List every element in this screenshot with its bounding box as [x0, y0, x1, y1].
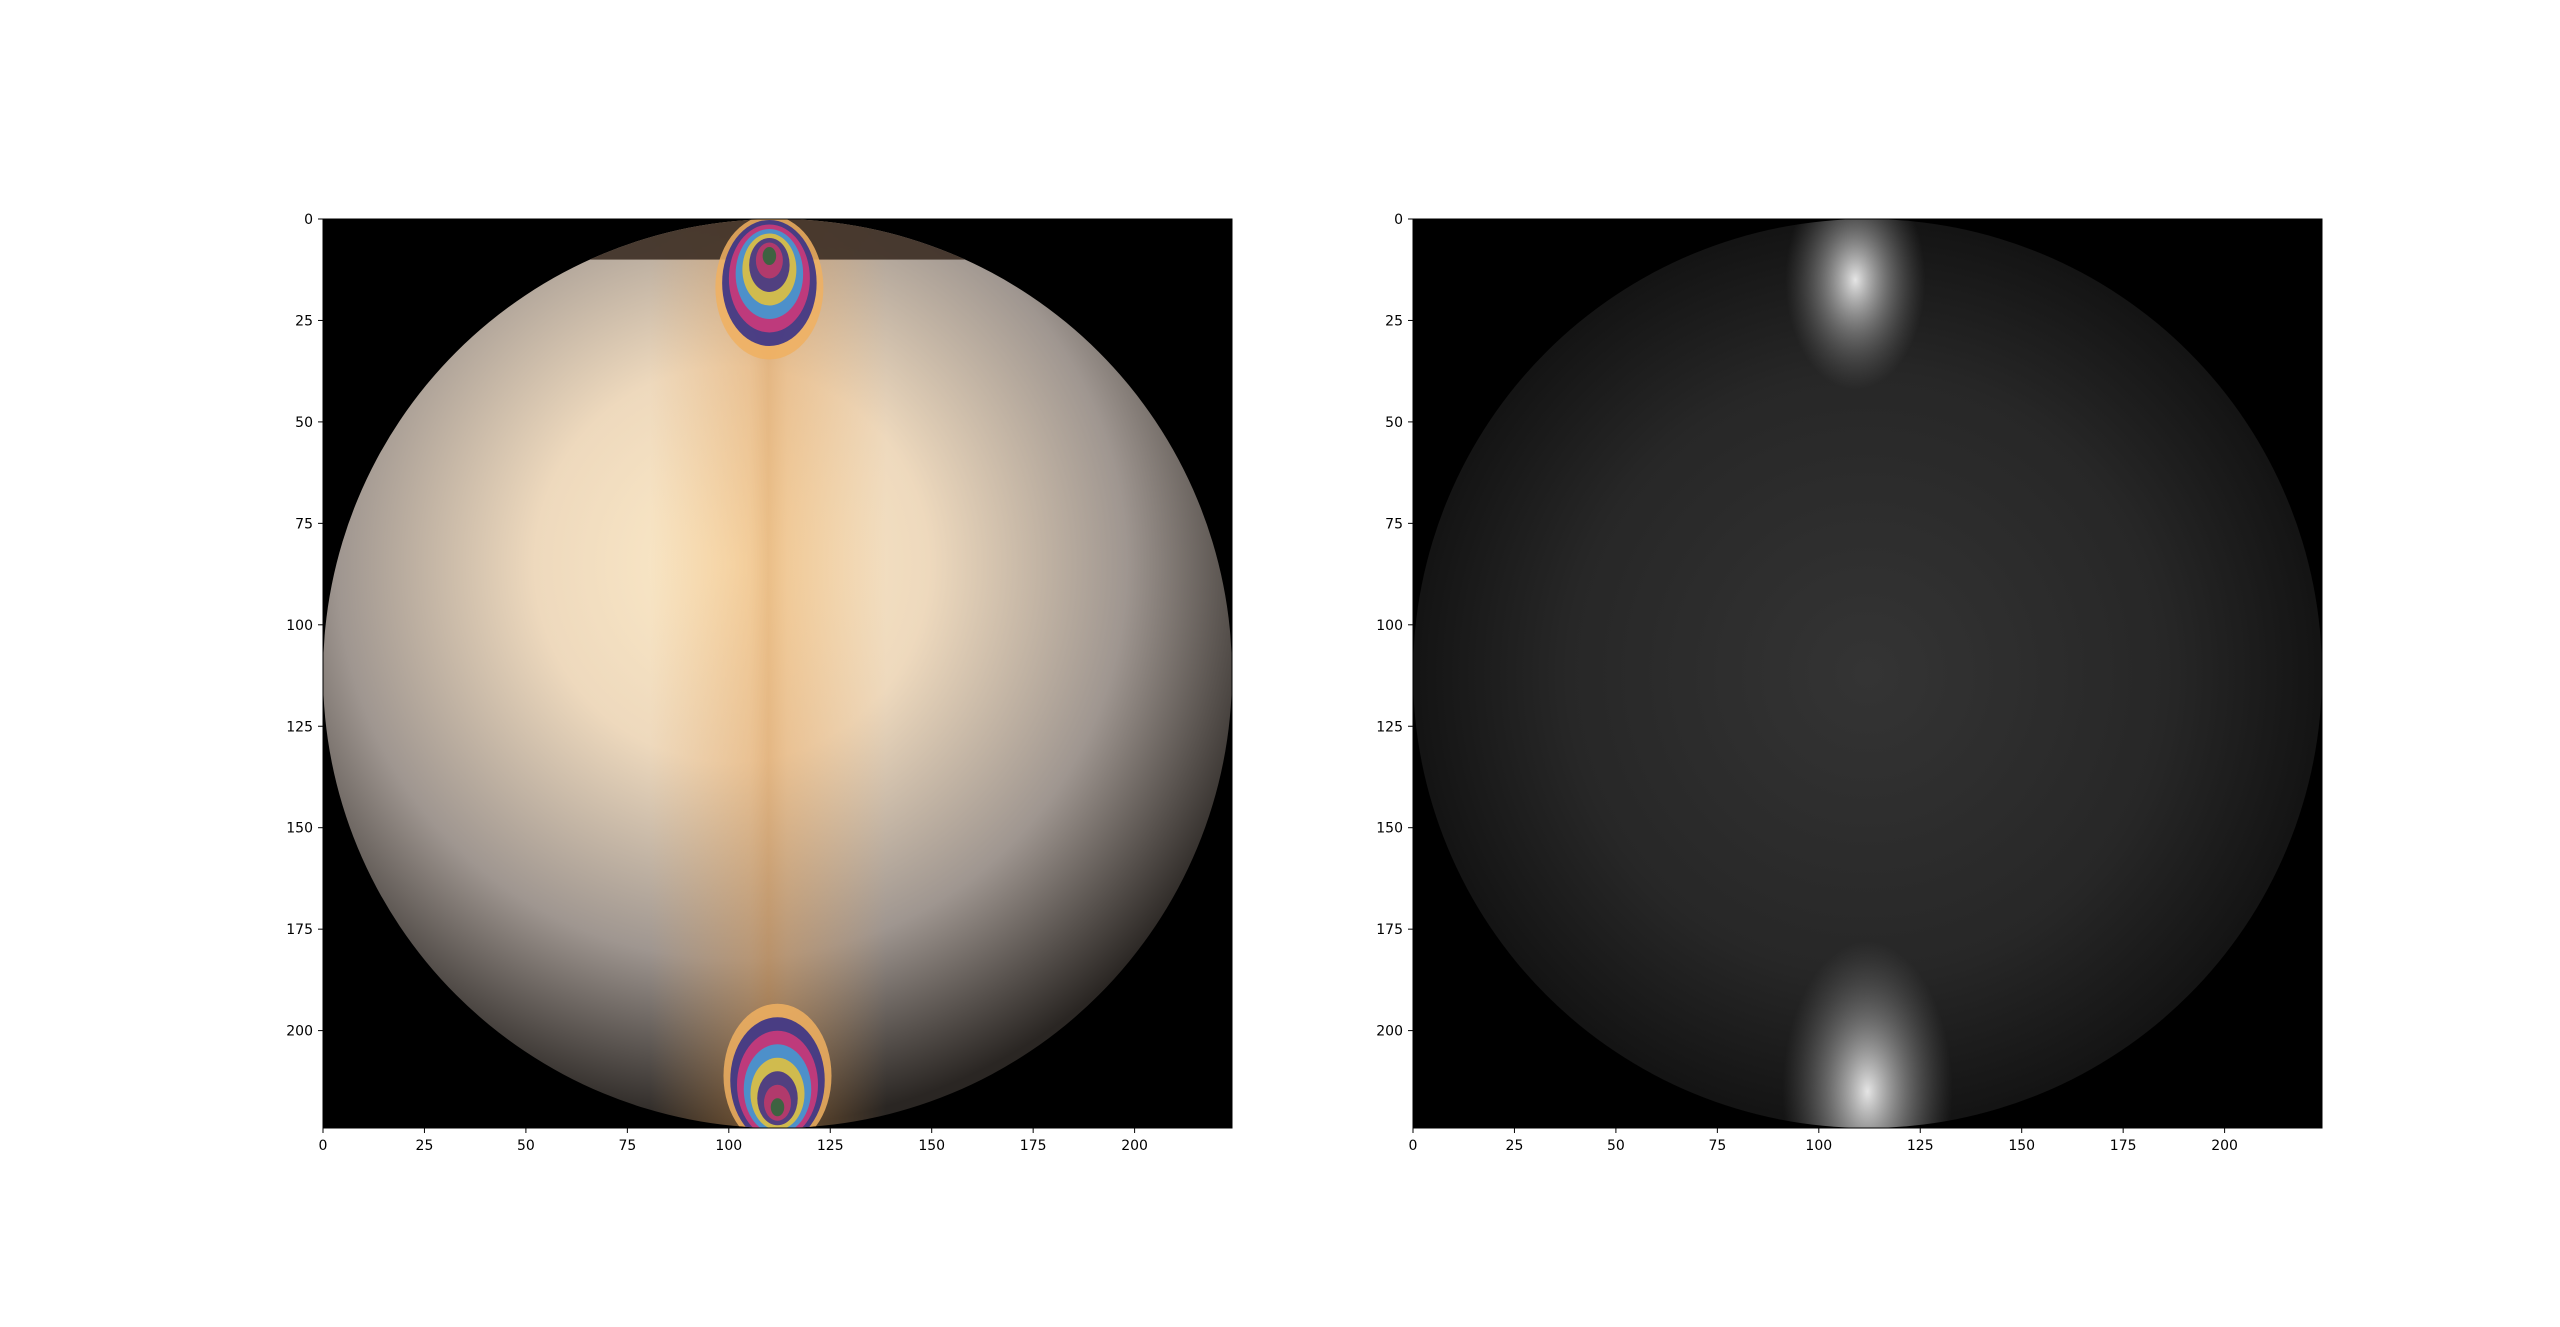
axes-frame — [322, 218, 1233, 1129]
grayscale-disc — [1413, 219, 2322, 1128]
x-tick-label: 50 — [1607, 1138, 1625, 1154]
x-tick-label: 200 — [2211, 1138, 2238, 1154]
y-tick-label: 50 — [1385, 415, 1403, 431]
y-tick-label: 125 — [286, 719, 313, 735]
x-tick-label: 75 — [1708, 1138, 1726, 1154]
y-tick-label: 175 — [286, 922, 313, 938]
y-tick-label: 75 — [295, 516, 313, 532]
y-tick-label: 200 — [286, 1024, 313, 1040]
grayscale-image-panel: 0 25 50 75 100 125 150 175 200 0 25 50 75 100 125 150 17… — [1376, 212, 2323, 1154]
axes-frame — [1412, 218, 2323, 1129]
fringe-pattern — [723, 1003, 832, 1128]
y-tick-label: 150 — [1376, 821, 1403, 837]
x-tick-label: 25 — [1506, 1138, 1524, 1154]
bright-spot — [1785, 219, 1926, 390]
x-tick-label: 100 — [715, 1138, 742, 1154]
axis-ticks: 0 25 50 75 100 125 150 175 200 0 25 50 75 100 125 150 17… — [286, 212, 1148, 1154]
x-tick-label: 75 — [618, 1138, 636, 1154]
x-tick-label: 150 — [2008, 1138, 2035, 1154]
x-tick-label: 0 — [1409, 1138, 1418, 1154]
y-tick-label: 25 — [1385, 313, 1403, 329]
x-tick-label: 125 — [817, 1138, 844, 1154]
y-tick-label: 100 — [1376, 618, 1403, 634]
x-tick-label: 150 — [918, 1138, 945, 1154]
y-tick-label: 200 — [1376, 1024, 1403, 1040]
x-tick-label: 0 — [319, 1138, 328, 1154]
photoelastic-image-panel: 0 25 50 75 100 125 150 175 200 0 25 50 75 100 125 150 17… — [286, 212, 1233, 1154]
fringe-pattern — [715, 219, 824, 360]
y-tick-label: 25 — [295, 313, 313, 329]
y-tick-label: 75 — [1385, 516, 1403, 532]
y-tick-label: 0 — [304, 212, 313, 228]
grayscale-image-axes: 0 25 50 75 100 125 150 175 200 0 25 50 75 100 125 150 17… — [1376, 212, 2323, 1154]
x-tick-label: 100 — [1805, 1138, 1832, 1154]
y-tick-label: 100 — [286, 618, 313, 634]
y-tick-label: 125 — [1376, 719, 1403, 735]
x-tick-label: 175 — [2110, 1138, 2137, 1154]
x-tick-label: 200 — [1121, 1138, 1148, 1154]
x-tick-label: 25 — [416, 1138, 434, 1154]
x-tick-label: 50 — [517, 1138, 535, 1154]
x-tick-label: 125 — [1907, 1138, 1934, 1154]
y-tick-label: 150 — [286, 821, 313, 837]
axis-ticks: 0 25 50 75 100 125 150 175 200 0 25 50 75 100 125 150 17… — [1376, 212, 2238, 1154]
y-tick-label: 175 — [1376, 922, 1403, 938]
y-tick-label: 50 — [295, 415, 313, 431]
bright-spot — [1782, 941, 1953, 1128]
photoelastic-image-axes: 0 25 50 75 100 125 150 175 200 0 25 50 75 100 125 150 17… — [286, 212, 1233, 1154]
y-tick-label: 0 — [1394, 212, 1403, 228]
x-tick-label: 175 — [1020, 1138, 1047, 1154]
